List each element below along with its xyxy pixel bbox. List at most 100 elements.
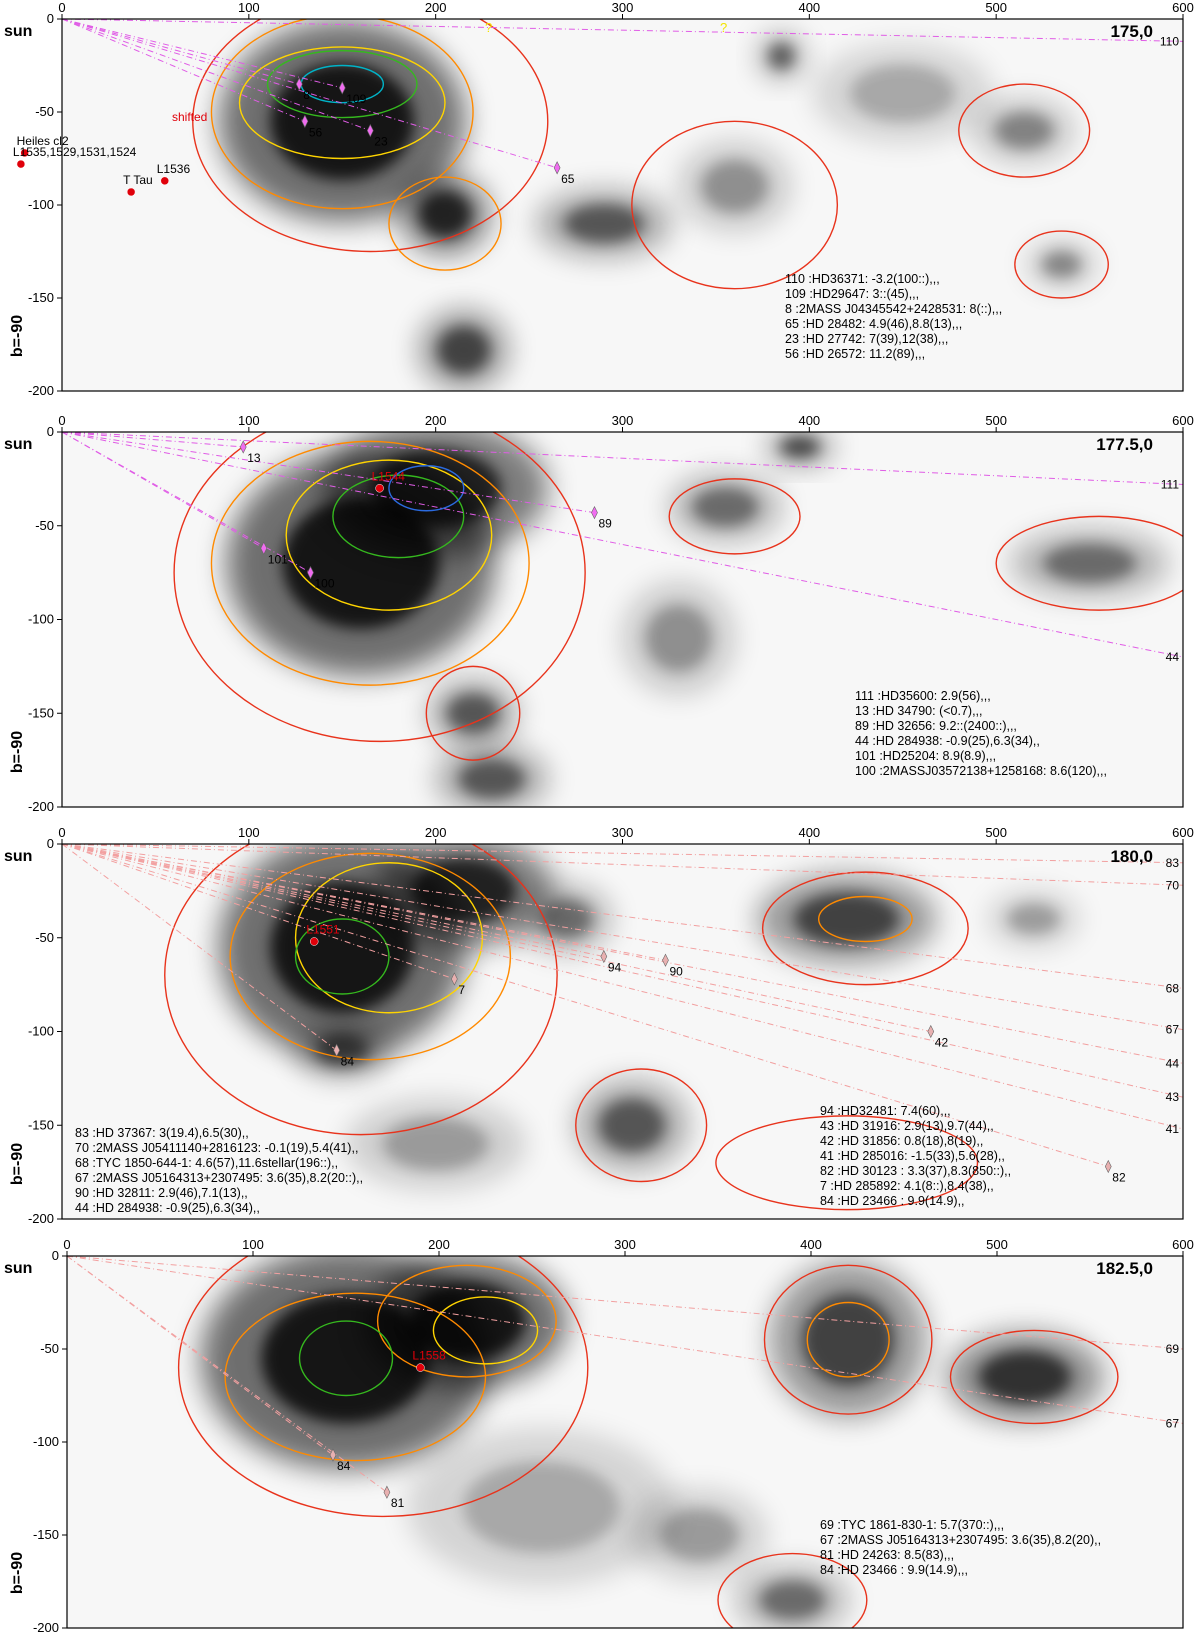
contour-line — [958, 83, 1091, 178]
density-core — [446, 693, 500, 733]
star-marker-42 — [927, 1024, 935, 1039]
star-marker-84 — [333, 1043, 340, 1057]
sightline-67 — [62, 844, 1183, 1031]
sightline-70 — [62, 844, 1183, 886]
density-core — [995, 112, 1053, 149]
x-tick-label: 0 — [58, 825, 65, 840]
star-label-42: 42 — [935, 1036, 949, 1050]
legend-entry: 94 :HD32481: 7.4(60),,, — [820, 1104, 951, 1118]
x-tick-label: 600 — [1172, 825, 1194, 840]
plot-area — [62, 844, 1183, 1219]
contour-line — [806, 1301, 890, 1378]
star-label-82: 82 — [1112, 1171, 1126, 1185]
x-tick-label: 200 — [425, 413, 447, 428]
y-axis-label: b=-90 — [9, 315, 26, 357]
contour-line — [668, 478, 801, 555]
y-tick-label: -50 — [35, 930, 54, 945]
star-label-90: 90 — [669, 964, 683, 978]
density-core — [692, 487, 758, 527]
star-label-65: 65 — [561, 172, 575, 186]
density-core — [316, 1034, 369, 1066]
density-core — [437, 326, 490, 374]
x-tick-label: 600 — [1172, 0, 1194, 15]
legend-entry: 8 :2MASS J04345542+2428531: 8(::),,, — [785, 302, 1002, 316]
star-marker-94 — [600, 949, 608, 964]
legend-entry: 43 :HD 31916: 2.9(13),9.7(44),, — [820, 1119, 994, 1133]
contour-line — [298, 1320, 394, 1397]
panel-4: 69 67 84 81 L1558 0 100 200 300 400 500 600 0 -50 -100… — [4, 1237, 1194, 1635]
density-core — [270, 62, 415, 180]
density-core — [459, 759, 525, 799]
legend-entry: 84 :HD 23466 : 9.9(14.9),, — [820, 1194, 965, 1208]
density-core — [599, 1099, 665, 1152]
sightline-110 — [62, 19, 1183, 42]
panel-title: 177.5,0 — [1096, 435, 1153, 454]
y-axis-label: b=-90 — [9, 731, 26, 773]
y-tick-label: 0 — [47, 424, 54, 439]
star-label-111: 111 — [1161, 478, 1180, 492]
x-tick-label: 300 — [612, 413, 634, 428]
plot-area — [67, 1256, 1183, 1628]
star-label-44: 44 — [1166, 1056, 1180, 1070]
panel-title: 180,0 — [1110, 847, 1153, 866]
cloud-dot — [309, 937, 319, 946]
cloud-label: T Tau — [123, 173, 153, 187]
legend-entry: 56 :HD 26572: 11.2(89),,, — [785, 347, 925, 361]
sightline-65 — [62, 19, 558, 169]
contour-line — [763, 1264, 933, 1415]
panel-title: 182.5,0 — [1096, 1259, 1153, 1278]
sightline-68 — [62, 844, 1183, 989]
x-tick-label: 0 — [58, 413, 65, 428]
panel-3: 83 70 94 90 7 68 42 67 84 44 43 41 82 L1551 0 100 200 300… — [4, 825, 1194, 1226]
panel-1: 110 109 8 65 23 56 Heiles cl2L1535,1529,1531,1… — [4, 0, 1194, 398]
star-label-84: 84 — [337, 1459, 351, 1473]
star-label-109: 109 — [346, 92, 366, 106]
x-tick-label: 400 — [798, 0, 820, 15]
star-label-110: 110 — [1160, 34, 1179, 48]
sightline-8 — [62, 19, 300, 85]
plot-area — [62, 432, 1183, 807]
star-marker-109 — [338, 81, 346, 95]
contour-line — [238, 46, 446, 160]
legend-entry: 89 :HD 32656: 9.2::(2400::),,, — [855, 719, 1017, 733]
x-tick-label: 100 — [242, 1237, 264, 1252]
shifted-annotation: shifted — [172, 110, 207, 124]
star-marker-90 — [662, 953, 669, 967]
density-core — [645, 605, 712, 672]
density-core — [780, 436, 820, 458]
y-tick-label: -150 — [28, 1117, 54, 1132]
x-tick-label: 0 — [58, 0, 65, 15]
question-annotation: ? — [720, 20, 727, 35]
x-tick-label: 100 — [238, 825, 260, 840]
legend-entry: 68 :TYC 1850-644-1: 4.6(57),11.6stellar(… — [75, 1156, 338, 1170]
y-tick-label: -150 — [28, 705, 54, 720]
y-axis-label: b=-90 — [9, 1143, 26, 1185]
star-marker-7 — [451, 972, 458, 986]
star-label-43: 43 — [1166, 1090, 1180, 1104]
origin-label: sun — [4, 1260, 32, 1277]
x-tick-label: 600 — [1172, 413, 1194, 428]
y-tick-label: -50 — [35, 518, 54, 533]
contour-line — [376, 1264, 557, 1378]
density-core — [850, 64, 956, 123]
x-tick-label: 400 — [798, 825, 820, 840]
star-marker-100 — [307, 565, 314, 580]
legend-entry: 23 :HD 27742: 7(39),12(38),,, — [785, 332, 948, 346]
contour-line — [425, 665, 521, 761]
legend-entry: 41 :HD 285016: -1.5(33),5.6(28),, — [820, 1149, 1005, 1163]
density-core — [540, 899, 593, 939]
density-core — [408, 1282, 526, 1361]
density-core — [418, 190, 472, 238]
x-tick-label: 200 — [428, 1237, 450, 1252]
legend-entry: 83 :HD 37367: 3(19.4),6.5(30),, — [75, 1126, 249, 1140]
sightline-13 — [62, 432, 244, 448]
density-core — [701, 160, 768, 213]
legend-entry: 101 :HD25204: 8.9(8.9),,, — [855, 749, 996, 763]
contour-line — [575, 1068, 708, 1183]
y-tick-label: -50 — [35, 104, 54, 119]
legend-entry: 111 :HD35600: 2.9(56),,, — [855, 689, 991, 703]
star-marker-84 — [329, 1448, 337, 1462]
star-label-94: 94 — [608, 961, 622, 975]
cloud-dot — [416, 1363, 425, 1372]
